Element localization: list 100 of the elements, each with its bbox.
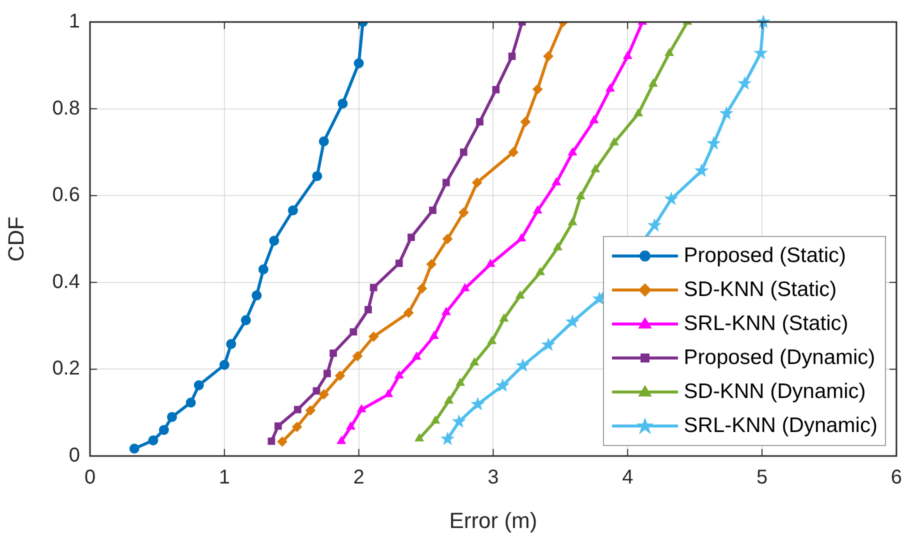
point (623, 51, 632, 60)
point (552, 178, 561, 186)
point (294, 406, 302, 414)
point (350, 328, 358, 336)
point (277, 436, 288, 447)
legend-label: SRL-KNN (Dynamic) (684, 414, 878, 438)
point (470, 396, 485, 410)
point (532, 84, 543, 94)
x-tick-label: 2 (353, 466, 364, 489)
point (533, 206, 542, 214)
point (429, 206, 436, 214)
point (318, 136, 329, 146)
point (426, 259, 436, 270)
point (460, 148, 468, 156)
point (452, 414, 466, 428)
point (719, 106, 734, 120)
point (412, 352, 422, 360)
point (500, 314, 508, 322)
point (634, 108, 643, 116)
point (606, 84, 615, 92)
point (338, 98, 348, 109)
point (694, 163, 709, 177)
legend-label: Proposed (Static) (684, 244, 846, 268)
point (431, 416, 440, 424)
point (336, 436, 346, 444)
point (492, 86, 500, 94)
point (508, 147, 518, 158)
point (516, 358, 530, 372)
y-tick-label: 0 (68, 444, 80, 467)
point (364, 306, 372, 314)
point (288, 205, 298, 216)
legend-label: SD-KNN (Dynamic) (684, 380, 866, 404)
x-tick-label: 3 (488, 466, 499, 489)
y-tick-label: 0.4 (52, 270, 80, 293)
point (269, 236, 280, 246)
point (414, 434, 424, 442)
point (357, 404, 366, 412)
point (442, 234, 453, 244)
point (520, 116, 530, 127)
point (553, 242, 562, 250)
point (312, 387, 320, 395)
legend-label: SD-KNN (Static) (684, 278, 837, 302)
point (330, 349, 337, 357)
point (576, 191, 585, 200)
point (148, 435, 158, 446)
point (517, 234, 526, 242)
point (541, 337, 556, 351)
y-tick-label: 0.2 (52, 358, 80, 380)
point (470, 358, 479, 366)
point (416, 283, 427, 294)
point (460, 283, 470, 292)
point (252, 290, 262, 300)
point (486, 259, 495, 267)
point (318, 389, 329, 400)
point (472, 178, 482, 188)
y-tick-label: 1 (68, 10, 80, 33)
point (648, 79, 658, 87)
point (430, 331, 438, 339)
point (354, 58, 364, 68)
x-axis-title: Error (m) (449, 508, 538, 533)
point (226, 339, 236, 350)
point (370, 284, 378, 292)
point (312, 171, 322, 182)
point (495, 378, 510, 392)
point (346, 422, 356, 430)
point (610, 138, 619, 146)
x-tick-label: 4 (622, 466, 634, 489)
point (737, 76, 752, 90)
point (166, 412, 177, 422)
point (647, 218, 662, 232)
point (404, 308, 414, 318)
point (240, 315, 251, 326)
point (395, 260, 403, 267)
point (456, 378, 465, 386)
x-tick-label: 1 (218, 466, 230, 489)
point (352, 351, 362, 362)
x-tick-label: 6 (890, 466, 902, 489)
point (368, 332, 379, 342)
point (487, 336, 496, 344)
point (568, 218, 577, 226)
point (508, 52, 516, 60)
point (384, 389, 393, 398)
point (543, 51, 554, 62)
point (334, 370, 345, 381)
point (268, 438, 276, 445)
point (536, 267, 545, 276)
y-axis-title: CDF (3, 216, 28, 262)
point (292, 422, 302, 432)
x-tick-label: 5 (756, 466, 768, 489)
point (258, 264, 268, 274)
point (444, 396, 454, 404)
legend-label: Proposed (Dynamic) (684, 346, 876, 370)
point (440, 432, 455, 446)
point (442, 178, 450, 186)
point (394, 370, 404, 378)
point (274, 422, 282, 430)
point (194, 380, 204, 390)
point (568, 148, 577, 156)
legend-label: SRL-KNN (Static) (684, 312, 848, 336)
y-tick-label: 0.6 (52, 184, 80, 206)
